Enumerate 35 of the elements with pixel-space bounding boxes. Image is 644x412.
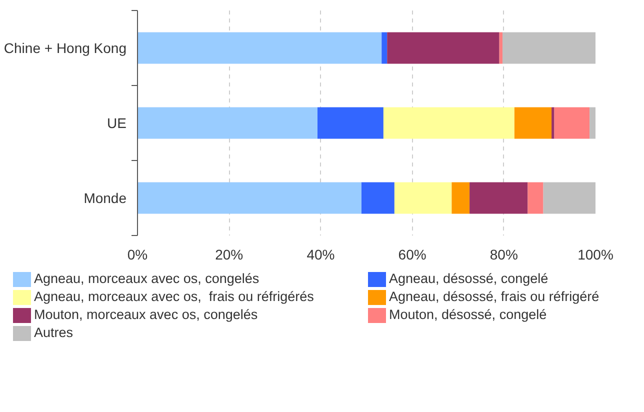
y-tick-label: Monde — [84, 190, 127, 206]
legend-label: Agneau, désossé, congelé — [389, 270, 548, 288]
legend-label: Agneau, morceaux avec os, congelés — [34, 270, 260, 288]
bar — [528, 182, 544, 214]
bar — [502, 32, 596, 64]
bar — [452, 182, 470, 214]
legend-label: Mouton, désossé, congelé — [389, 306, 547, 324]
bar — [382, 32, 388, 64]
y-tick-label: UE — [107, 115, 127, 131]
bar — [383, 107, 514, 139]
x-tick-label: 60% — [398, 246, 426, 262]
bar — [470, 182, 528, 214]
bar — [514, 107, 552, 139]
x-tick-label: 100% — [578, 246, 614, 262]
bar — [590, 107, 596, 139]
bar — [138, 107, 318, 139]
x-tick-label: 20% — [215, 246, 244, 262]
bar — [138, 182, 362, 214]
bar — [543, 182, 596, 214]
legend-label: Agneau, désossé, frais ou réfrigéré — [389, 288, 600, 306]
legend-label: Mouton, morceaux avec os, congelés — [34, 306, 258, 324]
x-tick-label: 40% — [306, 246, 335, 262]
bar — [387, 32, 500, 64]
y-tick-label: Chine + Hong Kong — [4, 40, 127, 56]
legend-label: Agneau, morceaux avec os, frais ou réfrigérés — [34, 288, 314, 306]
bar — [317, 107, 384, 139]
bar — [394, 182, 452, 214]
bar — [138, 32, 382, 64]
x-tick-label: 0% — [127, 246, 148, 262]
bar — [552, 107, 554, 139]
legend-label: Autres — [34, 324, 74, 342]
bar — [361, 182, 394, 214]
bar — [554, 107, 590, 139]
x-tick-label: 80% — [490, 246, 518, 262]
bar — [499, 32, 503, 64]
